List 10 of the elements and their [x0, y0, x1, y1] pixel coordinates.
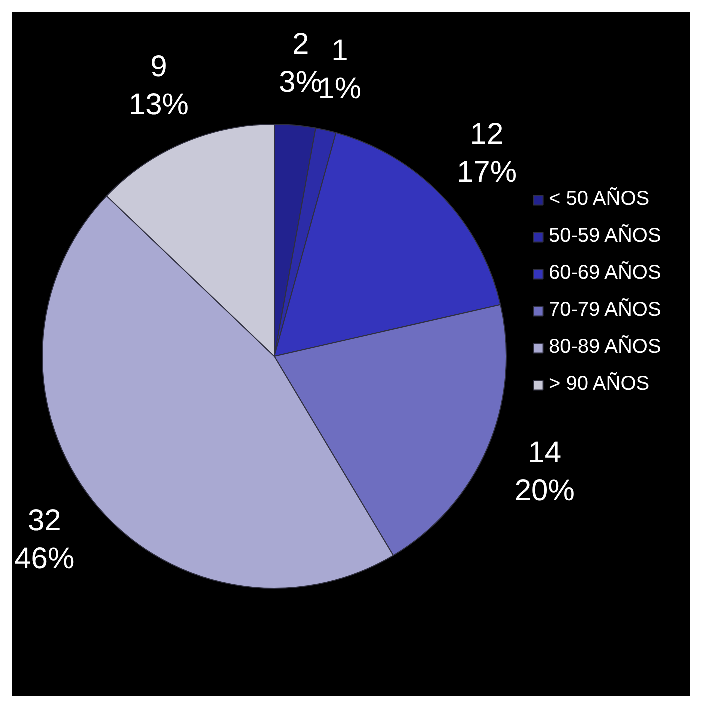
data-label: 12 17%: [456, 118, 518, 189]
legend-label: < 50 AÑOS: [549, 188, 650, 211]
legend-label: 50-59 AÑOS: [549, 225, 662, 248]
data-label: 32 46%: [14, 504, 75, 576]
data-label: 14 20%: [514, 436, 575, 508]
legend-label: > 90 AÑOS: [549, 373, 650, 396]
legend-label: 80-89 AÑOS: [549, 336, 662, 359]
legend-label: 70-79 AÑOS: [549, 299, 662, 322]
data-label: 9 13%: [128, 50, 189, 122]
legend-label: 60-69 AÑOS: [549, 262, 662, 285]
